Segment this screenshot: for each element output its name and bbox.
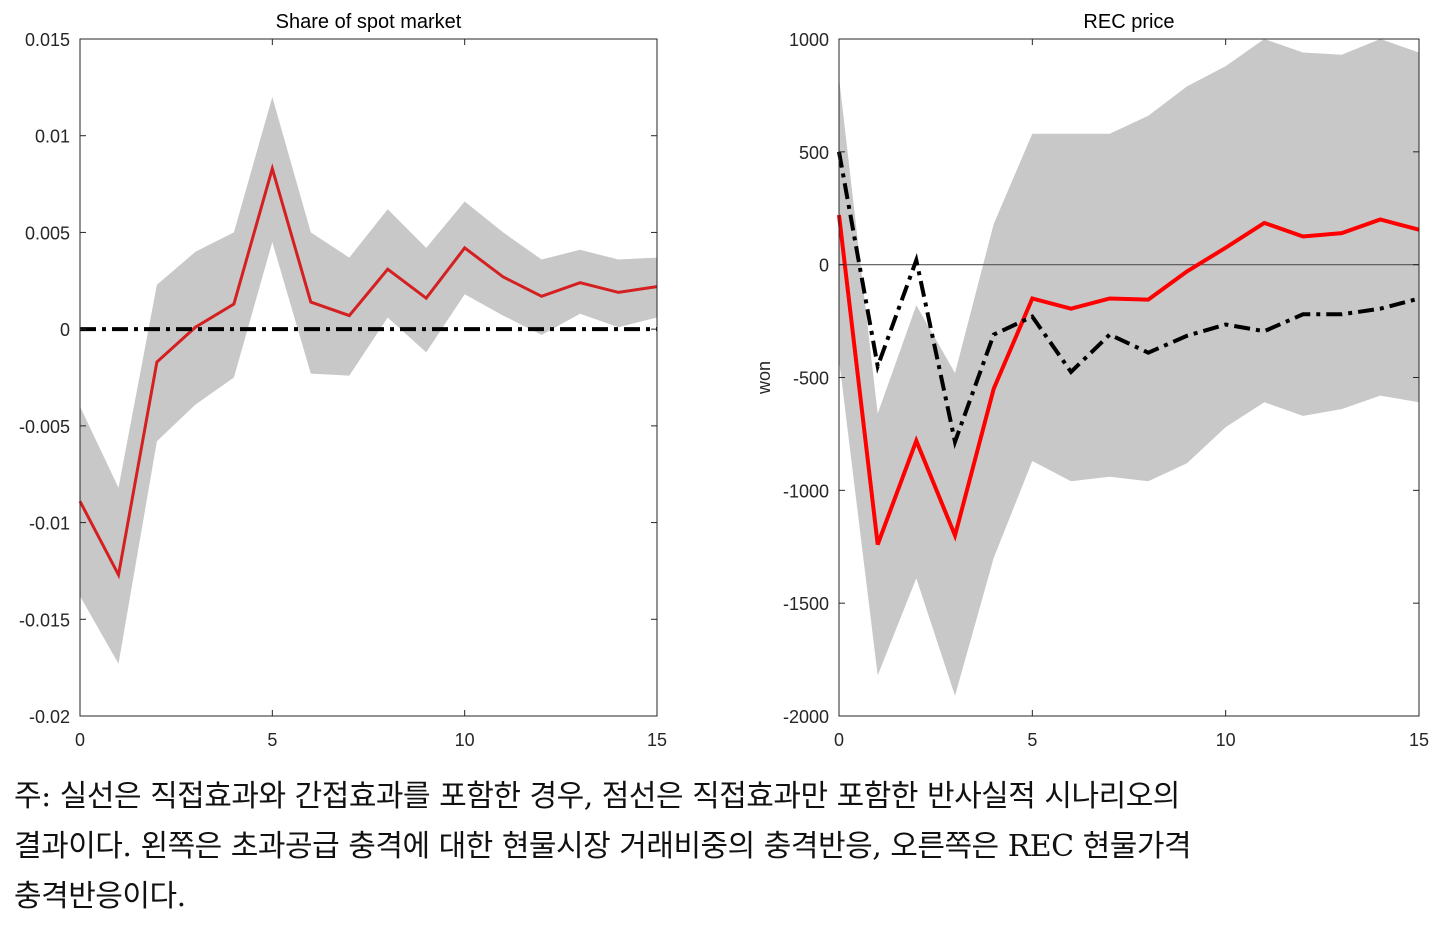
- figure: 0 5 10 15 0.015 0.01 0.005 0 -0.005 -0.01 -0.015 -0…: [19, 11, 1429, 750]
- series-line-solid: [837, 214, 1420, 546]
- y-tick-label: 0: [819, 256, 829, 276]
- y-tick-label: -0.015: [19, 610, 70, 630]
- chart-title: REC price: [1083, 11, 1174, 33]
- y-tick-label: 1000: [789, 30, 829, 50]
- y-tick-label: -1500: [783, 594, 829, 614]
- y-tick-label: 0.015: [25, 30, 70, 50]
- y-tick-label: -0.01: [29, 514, 70, 534]
- series-line-dashed: [837, 151, 1420, 450]
- confidence-band: [839, 39, 1419, 696]
- chart-title: Share of spot market: [276, 11, 462, 33]
- y-tick-label: -0.005: [19, 417, 70, 437]
- y-axis-label: won: [754, 361, 774, 395]
- x-tick-label: 0: [75, 730, 85, 750]
- y-tick-label: 0: [60, 320, 70, 340]
- y-tick-label: -500: [793, 369, 829, 389]
- y-tick-label: -1000: [783, 481, 829, 501]
- left-chart-share-of-spot-market: 0 5 10 15 0.015 0.01 0.005 0 -0.005 -0.01 -0.015 -0…: [19, 11, 667, 750]
- y-tick-label: -2000: [783, 707, 829, 727]
- y-tick-label: 0.005: [25, 223, 70, 243]
- x-tick-label: 15: [647, 730, 667, 750]
- y-tick-label: 500: [799, 143, 829, 163]
- note-line-1: 주: 실선은 직접효과와 간접효과를 포함한 경우, 점선은 직접효과만 포함한…: [14, 779, 1180, 814]
- y-tick-label: 0.01: [35, 127, 70, 147]
- right-chart-rec-price: 0 5 10 15 1000 500 0 -500 -1000 -1500 -2000 REC pri…: [754, 11, 1429, 750]
- x-tick-label: 10: [455, 730, 475, 750]
- x-tick-label: 5: [267, 730, 277, 750]
- note-line-3: 충격반응이다.: [14, 879, 186, 914]
- series-line-solid: [78, 163, 658, 580]
- confidence-band: [80, 97, 657, 664]
- x-tick-label: 5: [1027, 730, 1037, 750]
- axes-box: [79, 38, 658, 717]
- x-tick-label: 15: [1409, 730, 1429, 750]
- y-tick-label: -0.02: [29, 707, 70, 727]
- x-tick-label: 10: [1216, 730, 1236, 750]
- note-line-2: 결과이다. 왼쪽은 초과공급 충격에 대한 현물시장 거래비중의 충격반응, 오…: [14, 829, 1192, 864]
- figure-note: 주: 실선은 직접효과와 간접효과를 포함한 경우, 점선은 직접효과만 포함한…: [14, 772, 1434, 922]
- x-tick-label: 0: [834, 730, 844, 750]
